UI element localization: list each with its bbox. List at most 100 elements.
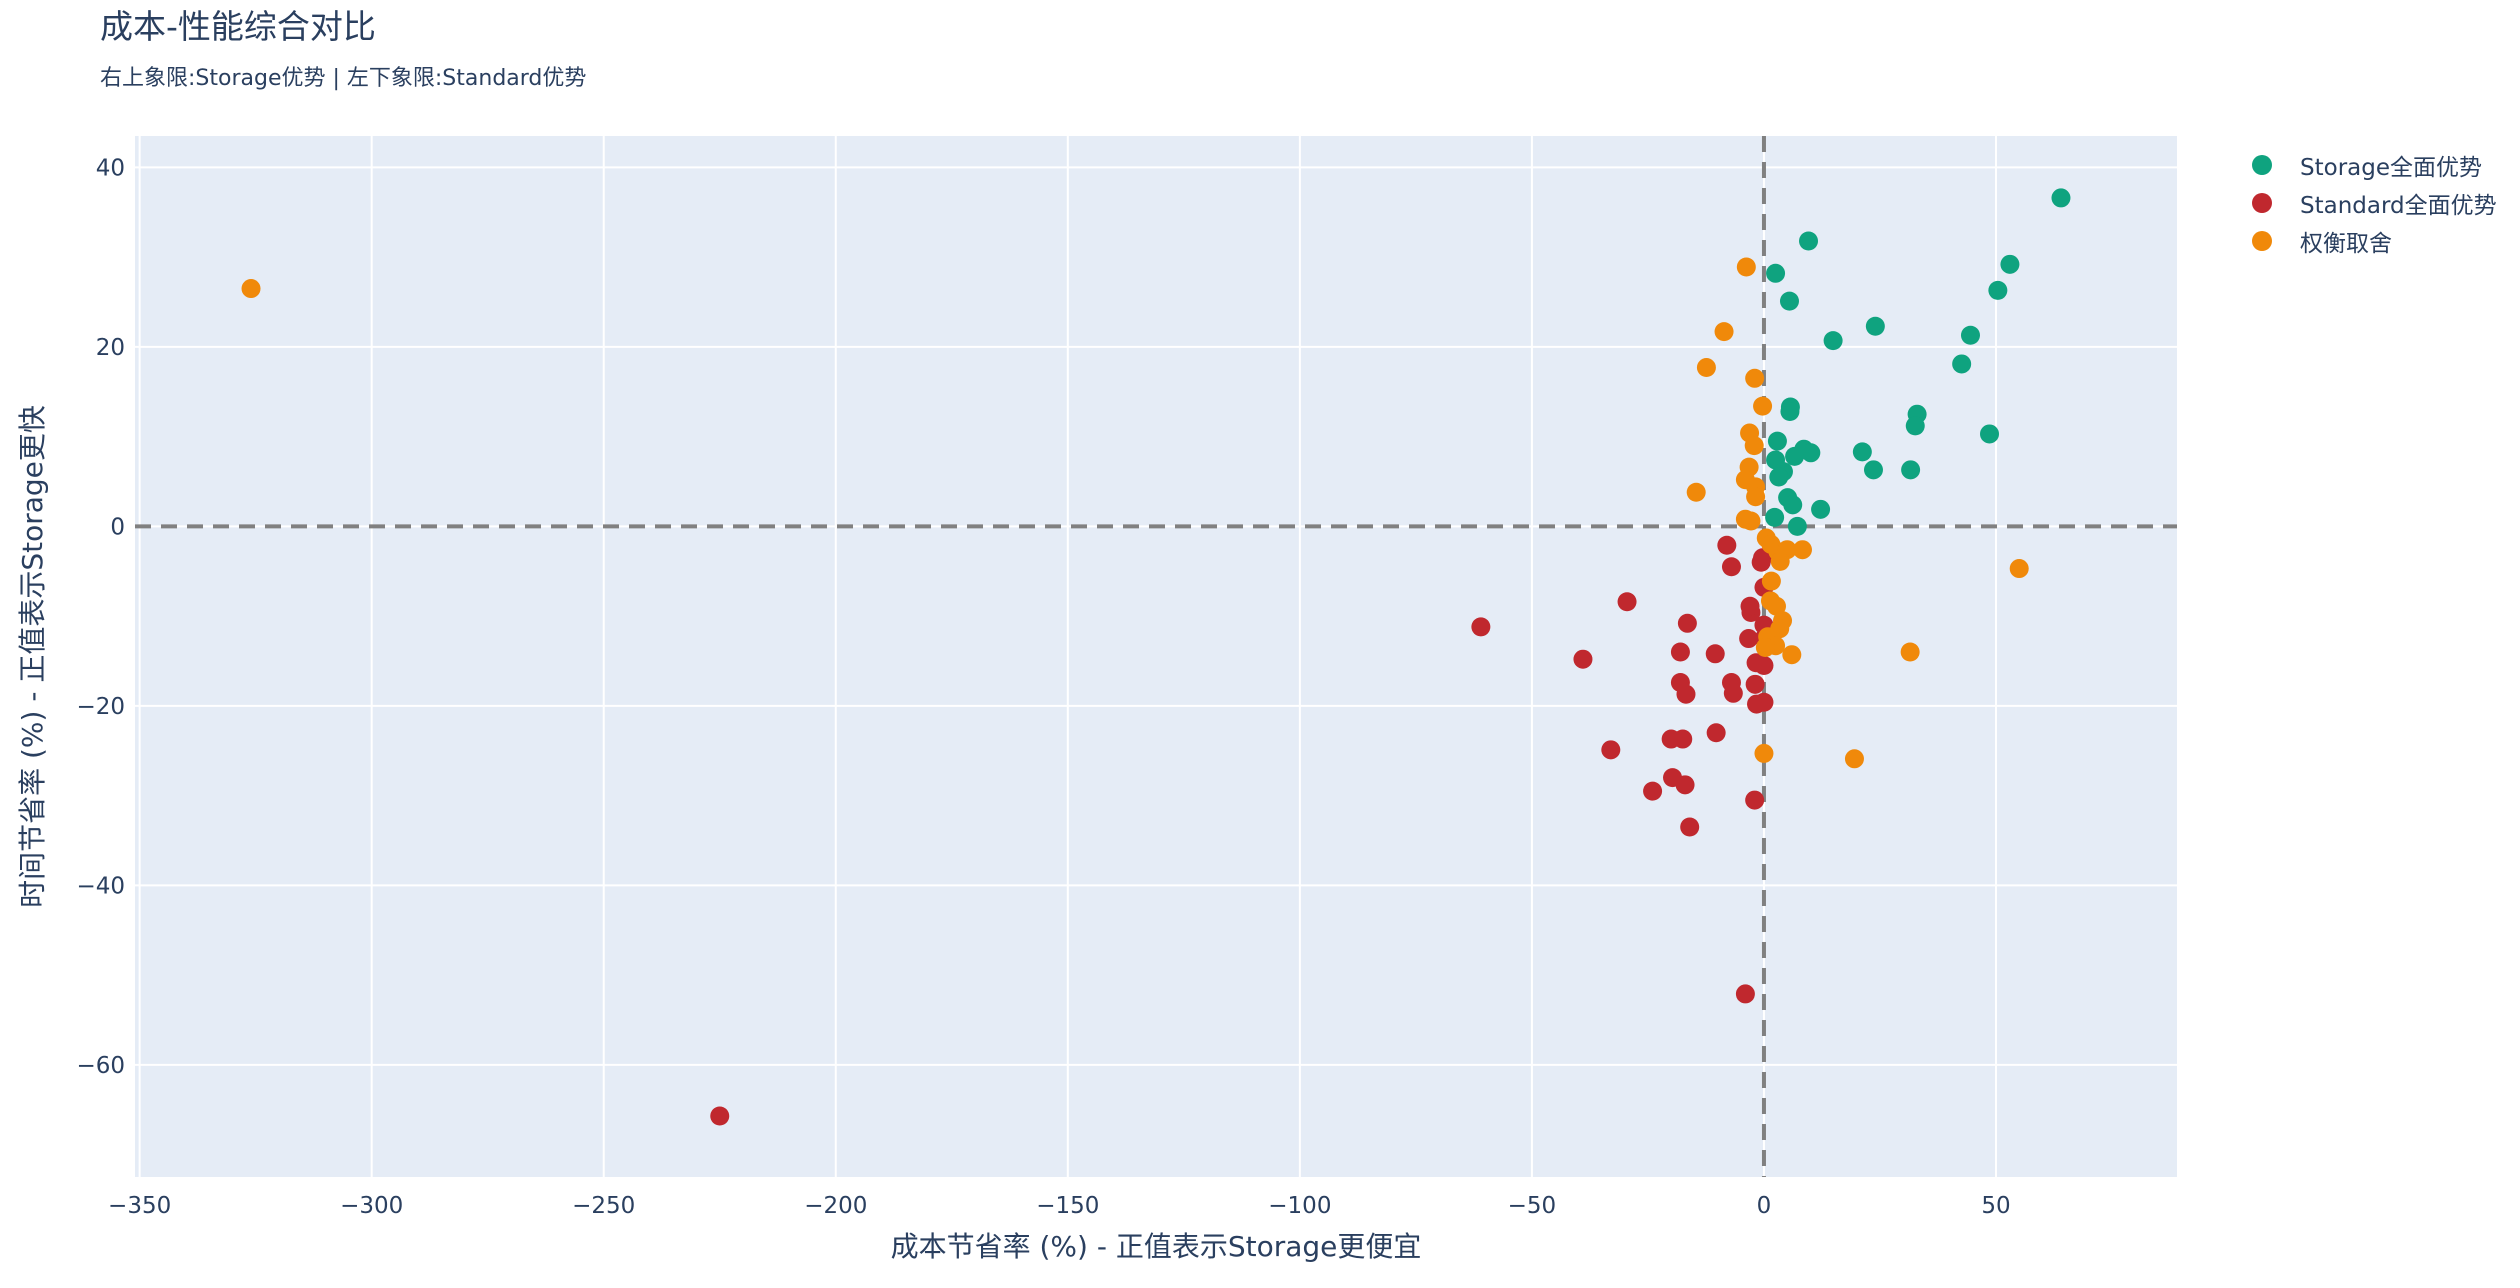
- data-point: [1767, 431, 1787, 451]
- data-point: [1785, 446, 1805, 466]
- data-point: [1783, 495, 1803, 515]
- data-point: [1980, 424, 2000, 444]
- data-point: [1705, 644, 1725, 664]
- data-point: [1863, 460, 1883, 480]
- data-point: [1746, 487, 1766, 507]
- data-point: [1770, 551, 1790, 571]
- data-point: [1751, 552, 1771, 572]
- y-tick-label: −60: [76, 1053, 125, 1079]
- data-point: [1901, 460, 1921, 480]
- data-point: [1601, 740, 1621, 760]
- x-tick-label: −250: [572, 1193, 635, 1219]
- data-point: [1844, 749, 1864, 769]
- legend: Storage全面优势 Standard全面优势 权衡取舍: [2248, 146, 2497, 260]
- data-point: [1782, 645, 1802, 665]
- data-point: [1765, 507, 1785, 527]
- x-tick-label: −350: [108, 1193, 171, 1219]
- data-point: [1717, 535, 1737, 555]
- data-point: [1745, 790, 1765, 810]
- data-point: [1670, 673, 1690, 693]
- data-point: [1744, 436, 1764, 456]
- data-point: [1766, 263, 1786, 283]
- chart-title: 成本-性能综合对比: [100, 7, 376, 46]
- data-point: [1766, 596, 1786, 616]
- data-point: [1865, 316, 1885, 336]
- legend-item[interactable]: 权衡取舍: [2248, 222, 2497, 260]
- data-point: [2000, 254, 2020, 274]
- data-point: [1723, 683, 1743, 703]
- x-axis-title: 成本节省率 (%) - 正值表示Storage更便宜: [891, 1230, 1422, 1263]
- data-point: [1769, 467, 1789, 487]
- data-point: [1755, 638, 1775, 658]
- data-point: [1677, 613, 1697, 633]
- y-tick-label: −20: [76, 694, 125, 720]
- data-point: [1801, 443, 1821, 463]
- y-tick-label: 20: [96, 335, 125, 361]
- y-tick-label: −40: [76, 873, 125, 899]
- legend-label: Standard全面优势: [2300, 193, 2497, 219]
- data-point: [1573, 649, 1593, 669]
- data-point: [1745, 674, 1765, 694]
- data-point: [1675, 775, 1695, 795]
- data-point: [1960, 325, 1980, 345]
- data-point: [2009, 559, 2029, 579]
- data-point: [1753, 396, 1773, 416]
- y-axis-title: 时间节省率 (%) - 正值表示Storage更快: [16, 405, 49, 908]
- data-point: [1721, 557, 1741, 577]
- data-point: [1696, 358, 1716, 378]
- x-tick-label: 0: [1757, 1193, 1772, 1219]
- y-tick-label: 0: [110, 514, 125, 540]
- data-point: [1706, 723, 1726, 743]
- data-point: [1714, 322, 1734, 342]
- x-tick-label: −150: [1036, 1193, 1099, 1219]
- legend-label: 权衡取舍: [2300, 231, 2392, 257]
- data-point: [1739, 629, 1759, 649]
- data-point: [1952, 354, 1972, 374]
- data-point: [1779, 291, 1799, 311]
- data-point: [1680, 817, 1700, 837]
- x-tick-label: −100: [1268, 1193, 1331, 1219]
- data-point: [1761, 571, 1781, 591]
- legend-item[interactable]: Standard全面优势: [2248, 184, 2497, 222]
- data-point: [1673, 729, 1693, 749]
- data-point: [1617, 592, 1637, 612]
- data-point: [1792, 540, 1812, 560]
- data-point: [1754, 655, 1774, 675]
- legend-item[interactable]: Storage全面优势: [2248, 146, 2497, 184]
- data-point: [1988, 280, 2008, 300]
- x-tick-label: 50: [1981, 1193, 2010, 1219]
- data-point: [1643, 781, 1663, 801]
- plot-area: [135, 136, 2177, 1177]
- legend-label: Storage全面优势: [2300, 155, 2482, 181]
- data-point: [1471, 617, 1491, 637]
- data-point: [1740, 596, 1760, 616]
- chart-subtitle: 右上象限:Storage优势 | 左下象限:Standard优势: [100, 66, 587, 91]
- data-point: [1780, 402, 1800, 422]
- x-tick-label: −200: [804, 1193, 867, 1219]
- x-tick-label: −300: [340, 1193, 403, 1219]
- data-point: [1799, 231, 1819, 251]
- data-point: [1736, 257, 1756, 277]
- data-point: [1686, 482, 1706, 502]
- data-point: [1754, 692, 1774, 712]
- data-point: [1905, 416, 1925, 436]
- data-point: [1900, 642, 1920, 662]
- data-point: [1852, 442, 1872, 462]
- data-point: [2051, 188, 2071, 208]
- data-point: [1735, 984, 1755, 1004]
- data-point: [1823, 331, 1843, 351]
- data-point: [1811, 499, 1831, 519]
- y-tick-label: 40: [96, 155, 125, 181]
- data-point: [1754, 743, 1774, 763]
- legend-marker-icon: [2252, 193, 2272, 213]
- data-point: [1745, 368, 1765, 388]
- data-point: [241, 279, 261, 299]
- data-point: [1741, 511, 1761, 531]
- data-point: [1787, 516, 1807, 536]
- x-tick-label: −50: [1508, 1193, 1557, 1219]
- legend-marker-icon: [2252, 155, 2272, 175]
- data-point: [1670, 642, 1690, 662]
- data-point: [710, 1106, 730, 1126]
- legend-marker-icon: [2252, 231, 2272, 251]
